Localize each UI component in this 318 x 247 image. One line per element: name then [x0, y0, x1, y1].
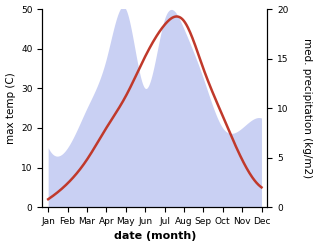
Y-axis label: med. precipitation (kg/m2): med. precipitation (kg/m2): [302, 38, 313, 178]
X-axis label: date (month): date (month): [114, 231, 196, 242]
Y-axis label: max temp (C): max temp (C): [5, 72, 16, 144]
